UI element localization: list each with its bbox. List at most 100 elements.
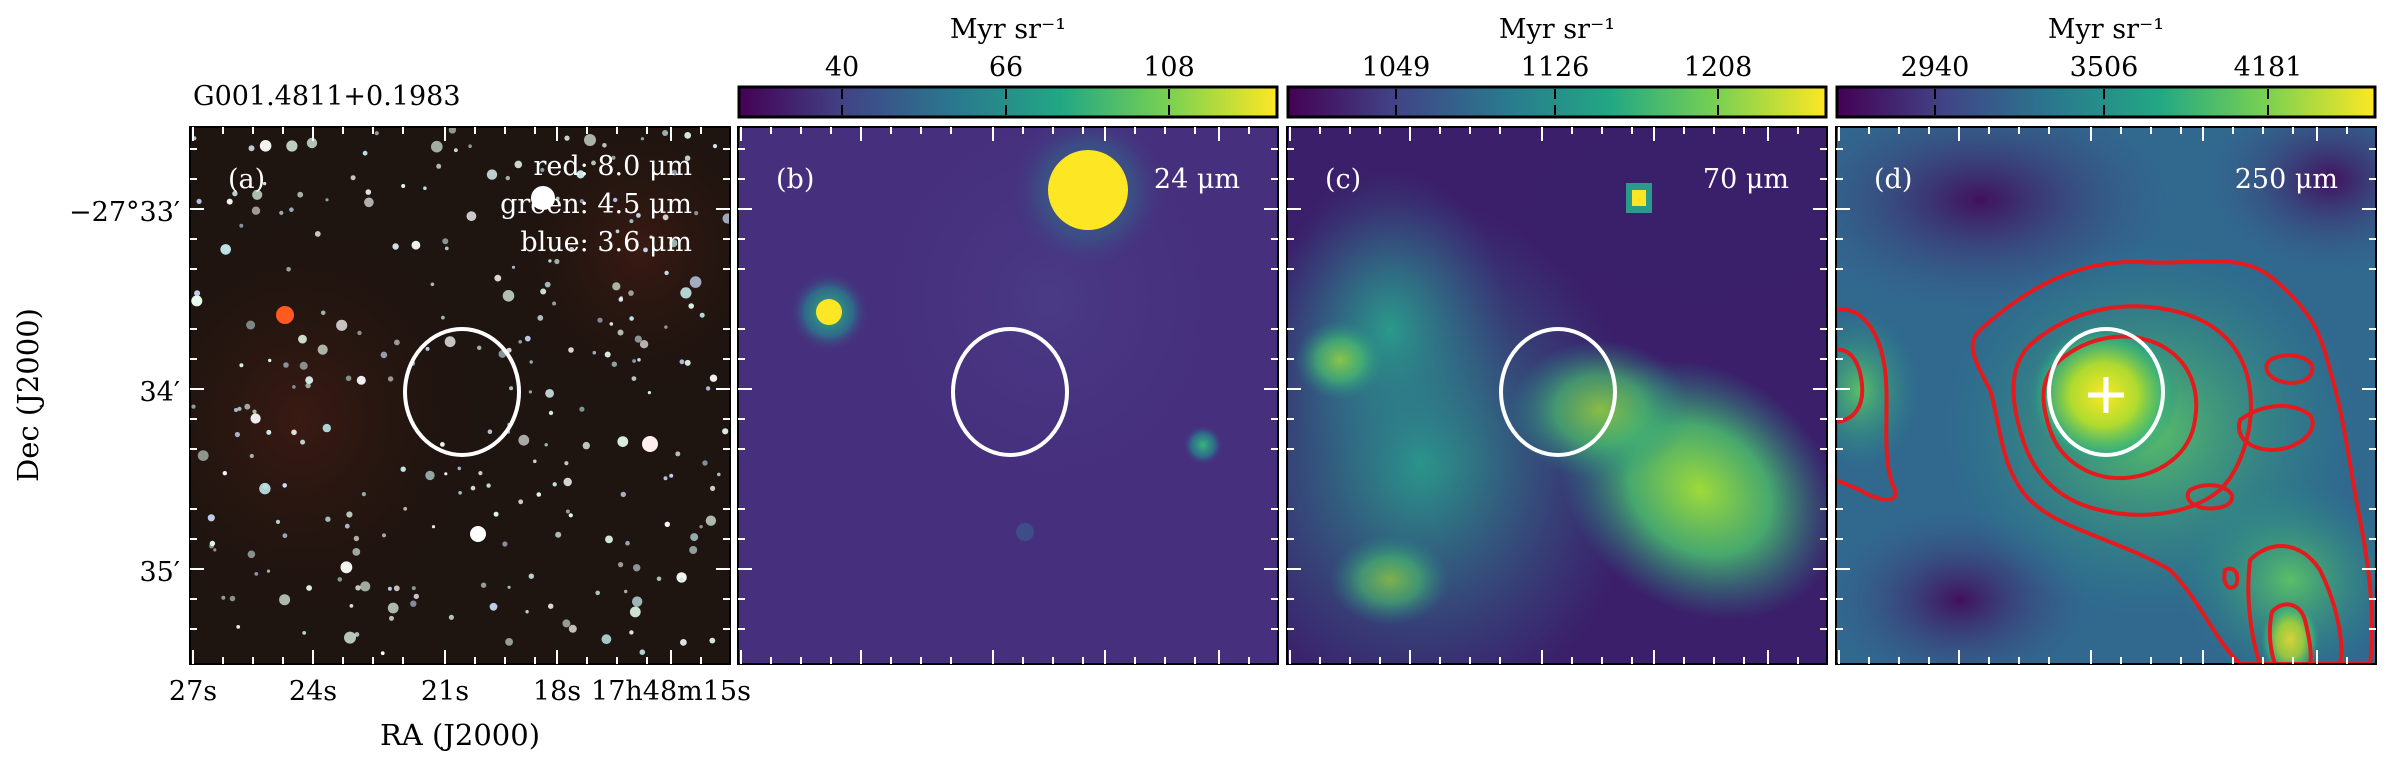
colorbar-b: Myr sr⁻¹ 40 66 108 bbox=[737, 14, 1279, 119]
panel-a-star bbox=[360, 581, 371, 592]
panel-d-contour bbox=[2222, 566, 2240, 590]
panel-a-star bbox=[639, 340, 649, 349]
panel-a-star bbox=[639, 649, 646, 655]
panel-a-star bbox=[413, 593, 419, 600]
panel-c: (c) 70 μm bbox=[1286, 126, 1828, 665]
ra-tick-labels: 27s 24s 21s 18s 17h48m15s bbox=[169, 676, 751, 707]
colorbar-d-ticks bbox=[1934, 89, 2269, 115]
panel-a-star bbox=[239, 223, 244, 228]
panel-a-star bbox=[680, 287, 692, 299]
panel-b-bright-source bbox=[1048, 150, 1128, 230]
panel-a-star bbox=[601, 634, 612, 645]
panel-a-star bbox=[591, 160, 596, 166]
panel-a-star bbox=[688, 303, 694, 309]
panel-a-star bbox=[436, 163, 442, 169]
panel-d-contour bbox=[2041, 334, 2199, 481]
panel-a-star bbox=[552, 482, 557, 487]
panel-a-star bbox=[689, 546, 698, 554]
panel-d-label: (d) bbox=[1874, 164, 1912, 195]
panel-d-contour bbox=[2011, 304, 2253, 517]
panel-a-star bbox=[440, 442, 445, 447]
panel-b-ellipse bbox=[951, 327, 1069, 457]
panel-c-filament bbox=[1510, 340, 1690, 480]
panel-a-star bbox=[207, 514, 215, 522]
panel-a-star bbox=[325, 516, 331, 522]
panel-a-star bbox=[605, 535, 613, 544]
panel-a-star bbox=[536, 492, 542, 497]
panel-a-star bbox=[568, 347, 574, 353]
panel-d-emission bbox=[1836, 310, 1920, 470]
panel-a-star bbox=[528, 573, 534, 579]
panel-a-star bbox=[493, 511, 499, 517]
colorbar-d-bar bbox=[1835, 85, 2377, 119]
panel-b: (b) 24 μm bbox=[737, 126, 1279, 665]
panel-c-ellipse bbox=[1499, 327, 1617, 457]
panel-a-star bbox=[518, 340, 522, 344]
panel-a-star bbox=[709, 374, 718, 382]
panel-a-star bbox=[625, 540, 630, 546]
panel-a-star bbox=[502, 541, 508, 547]
panel-d-contour bbox=[1836, 307, 1898, 502]
colorbar-b-tick-label: 108 bbox=[1143, 52, 1195, 83]
panel-a-star bbox=[444, 472, 448, 476]
panel-d-contour bbox=[2264, 353, 2315, 385]
panel-a-star bbox=[314, 231, 321, 237]
panel-a-star bbox=[518, 499, 524, 505]
panel-a-star bbox=[579, 199, 584, 204]
panel-a-star bbox=[468, 144, 472, 148]
panel-a-star bbox=[317, 344, 328, 355]
panel-a-legend-blue: blue: 3.6 μm bbox=[520, 227, 692, 258]
panel-a-star bbox=[344, 631, 356, 644]
panel-a-star bbox=[568, 624, 577, 633]
panel-a-star bbox=[690, 533, 699, 542]
panel-a-star bbox=[540, 167, 545, 173]
panel-c-frame bbox=[1286, 126, 1828, 665]
panel-a-star bbox=[518, 434, 530, 446]
panel-a-star bbox=[525, 610, 529, 614]
panel-a-star bbox=[299, 361, 308, 370]
panel-a-star bbox=[699, 312, 705, 318]
panel-a-star bbox=[387, 376, 394, 382]
panel-a-star bbox=[444, 336, 456, 348]
colorbar-b-tick-label: 66 bbox=[989, 52, 1023, 83]
panel-a-star bbox=[722, 428, 729, 435]
panel-a-star bbox=[425, 346, 430, 351]
panel-a-star bbox=[502, 290, 515, 302]
panel-a-star bbox=[442, 238, 449, 245]
panel-a-star bbox=[306, 137, 318, 149]
panel-a-star bbox=[705, 515, 717, 526]
panel-a-star bbox=[411, 240, 421, 250]
panel-a-star bbox=[632, 359, 636, 363]
panel-a-star bbox=[352, 548, 361, 556]
panel-a-star bbox=[509, 386, 514, 391]
panel-b-source bbox=[816, 299, 842, 325]
panel-a-star bbox=[684, 132, 692, 139]
panel-a-star bbox=[533, 459, 537, 464]
panel-a-star bbox=[505, 638, 513, 646]
panel-a-star bbox=[669, 239, 678, 248]
panel-a-star bbox=[544, 443, 548, 447]
panel-c-band: 70 μm bbox=[1703, 164, 1789, 195]
panel-a-star bbox=[602, 143, 607, 148]
colorbar-b-bar bbox=[737, 85, 1279, 119]
panel-a-star bbox=[220, 244, 231, 255]
panel-a-ellipse bbox=[403, 327, 521, 457]
source-name: G001.4811+0.1983 bbox=[193, 81, 461, 112]
dec-tick-label: 35′ bbox=[140, 557, 181, 588]
colorbar-d-tick-label: 2940 bbox=[1901, 52, 1970, 83]
colorbar-d: Myr sr⁻¹ 2940 3506 4181 bbox=[1835, 14, 2377, 119]
panel-d-contour bbox=[1970, 259, 2374, 664]
colorbar-c-tick-label: 1208 bbox=[1684, 52, 1753, 83]
panel-a-star bbox=[615, 229, 620, 234]
panel-d-contour bbox=[2185, 483, 2235, 511]
panel-a-star bbox=[629, 316, 634, 321]
panel-a-star bbox=[636, 213, 641, 218]
panel-d-dark-region bbox=[2210, 127, 2376, 270]
panel-a-star bbox=[671, 169, 678, 176]
panel-a-star bbox=[221, 595, 226, 600]
panel-a-star bbox=[297, 191, 304, 198]
panel-a: (a) red: 8.0 μm green: 4.5 μm blue: 3.6 … bbox=[189, 126, 731, 665]
panel-a-star bbox=[286, 140, 298, 152]
colorbar-c-tick-label: 1126 bbox=[1521, 52, 1590, 83]
panel-a-star bbox=[279, 594, 291, 606]
